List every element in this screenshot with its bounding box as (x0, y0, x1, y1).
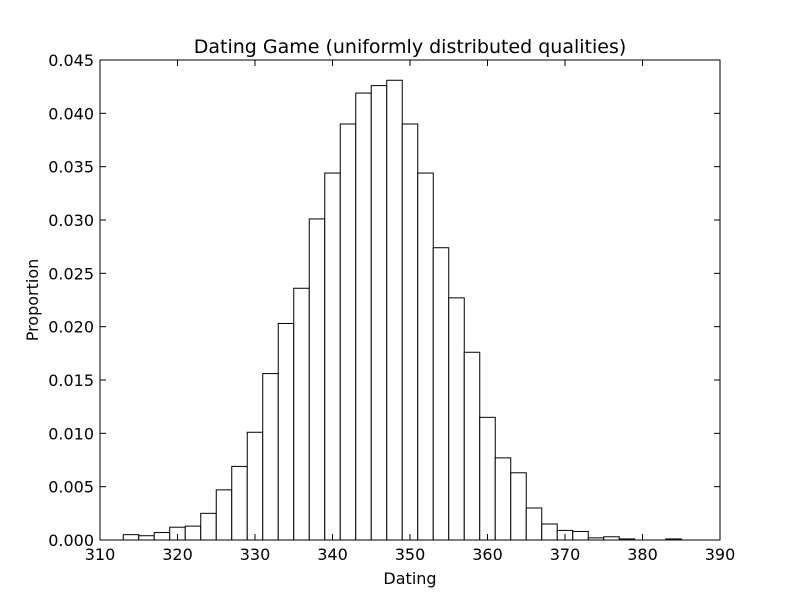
histogram-bar (386, 79, 403, 541)
histogram-bar (541, 523, 558, 541)
histogram-bars (122, 79, 682, 541)
histogram-bar (417, 172, 434, 541)
histogram-bar (324, 172, 341, 541)
histogram-bar (215, 489, 233, 541)
histogram-bar (494, 457, 512, 541)
plot-frame (99, 59, 721, 541)
x-axis-label: Dating (383, 569, 436, 588)
chart-title: Dating Game (uniformly distributed quali… (194, 36, 627, 58)
y-tick-label: 0.010 (48, 424, 94, 443)
histogram-bar (293, 287, 310, 541)
y-tick-label: 0.005 (48, 478, 94, 497)
x-tick-label: 370 (550, 545, 581, 564)
histogram-bar (355, 92, 372, 541)
histogram-bar (525, 507, 543, 541)
y-tick-label: 0.025 (48, 264, 94, 283)
histogram-bar (231, 465, 248, 541)
histogram-bar (432, 247, 450, 541)
histogram-bar (122, 534, 140, 541)
y-axis-label: Proportion (23, 259, 42, 342)
histogram-bar (138, 535, 155, 541)
histogram-bar (510, 472, 527, 541)
y-tick-label: 0.015 (48, 371, 94, 390)
histogram-bar (463, 351, 481, 541)
x-tick-label: 360 (472, 545, 503, 564)
x-tick-label: 320 (162, 545, 193, 564)
histogram-bar (262, 373, 279, 541)
y-tick-label: 0.020 (48, 318, 94, 337)
y-tick-label: 0.045 (48, 51, 94, 70)
y-tick-labels: 0.000 0.005 0.010 0.015 0.020 0.025 0.030 0.035… (48, 51, 94, 550)
histogram-bar (277, 322, 295, 541)
histogram-bar (184, 525, 202, 541)
x-tick-label: 350 (395, 545, 426, 564)
histogram-bar (153, 532, 171, 541)
x-tick-label: 390 (705, 545, 736, 564)
histogram-bar (308, 218, 326, 541)
y-tick-label: 0.000 (48, 531, 94, 550)
y-tick-label: 0.030 (48, 211, 94, 230)
histogram-bar (246, 431, 264, 541)
histogram-bar (448, 297, 465, 541)
y-tick-label: 0.040 (48, 104, 94, 123)
histogram-bar (479, 416, 496, 541)
x-tick-label: 310 (85, 545, 116, 564)
x-tick-label: 380 (627, 545, 658, 564)
histogram-bar (401, 123, 419, 541)
histogram-bar (370, 85, 388, 541)
histogram-bar (572, 530, 589, 541)
x-tick-label: 330 (240, 545, 271, 564)
x-tick-label: 340 (317, 545, 348, 564)
histogram-bar (339, 123, 357, 541)
x-tick-labels: 310 320 330 340 350 360 370 380 390 (85, 545, 736, 564)
histogram-bar (200, 512, 217, 541)
y-tick-label: 0.035 (48, 158, 94, 177)
